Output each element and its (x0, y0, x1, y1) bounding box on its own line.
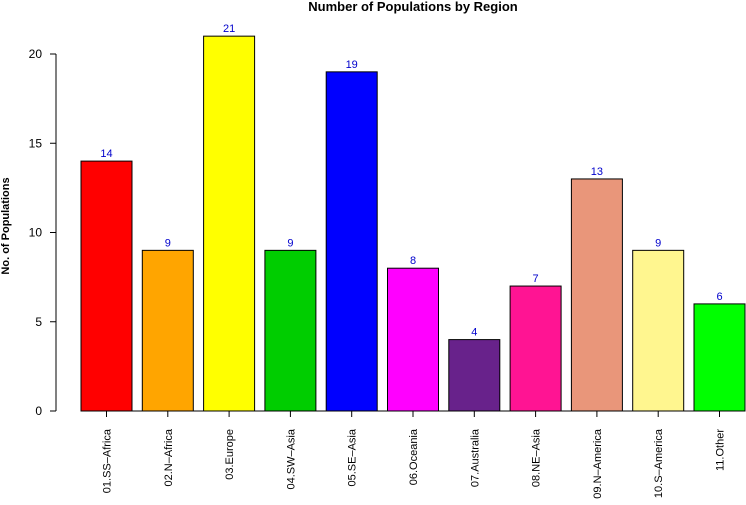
x-category-label: 10.S–America (653, 428, 665, 498)
y-tick-label: 20 (29, 47, 43, 61)
y-tick-label: 15 (29, 136, 43, 150)
x-category-label: 11.Other (715, 429, 727, 471)
bar-value-label: 9 (287, 237, 293, 249)
y-tick-label: 5 (35, 315, 42, 329)
x-category-label: 09.N–America (592, 428, 604, 499)
bar (80, 160, 133, 412)
bar (570, 178, 623, 412)
chart-title: Number of Populations by Region (308, 0, 518, 14)
bar-value-label: 19 (346, 59, 358, 71)
y-tick-label: 10 (29, 226, 43, 240)
y-axis: 0 5 10 15 20 (29, 47, 57, 418)
x-category-label: 04.SW–Asia (285, 428, 297, 489)
bar (325, 71, 378, 412)
bar (203, 35, 256, 412)
x-category-label: 01.SS–Africa (102, 428, 114, 493)
y-axis-label: No. of Populations (0, 177, 12, 274)
bar (509, 285, 562, 412)
bar (387, 267, 439, 412)
x-category-label: 07.Australia (469, 428, 481, 487)
x-category-label: 06.Oceania (408, 428, 420, 485)
bar (141, 249, 194, 412)
bar-value-label: 7 (533, 273, 539, 285)
x-category-label: 03.Europe (224, 429, 236, 480)
bar-value-label: 6 (716, 291, 722, 303)
bar (448, 339, 501, 412)
x-category-label: 05.SE–Asia (347, 428, 359, 486)
bars-group: 14 9 21 9 19 8 4 7 13 9 6 (80, 23, 746, 412)
bar-value-label: 8 (410, 255, 416, 267)
bar (693, 303, 746, 412)
y-tick-label: 0 (35, 404, 42, 418)
bar-value-label: 13 (591, 166, 603, 178)
bar-value-label: 4 (471, 327, 477, 339)
bar (632, 249, 685, 412)
bar-value-label: 21 (223, 23, 235, 35)
x-category-label: 02.N–Africa (163, 428, 175, 486)
x-axis: 01.SS–Africa 02.N–Africa 03.Europe 04.SW–As… (102, 410, 727, 499)
bar-value-label: 9 (655, 237, 661, 249)
bar (264, 249, 317, 412)
bar-value-label: 14 (100, 148, 112, 160)
x-category-label: 08.NE–Asia (531, 428, 543, 487)
bar-value-label: 9 (165, 237, 171, 249)
